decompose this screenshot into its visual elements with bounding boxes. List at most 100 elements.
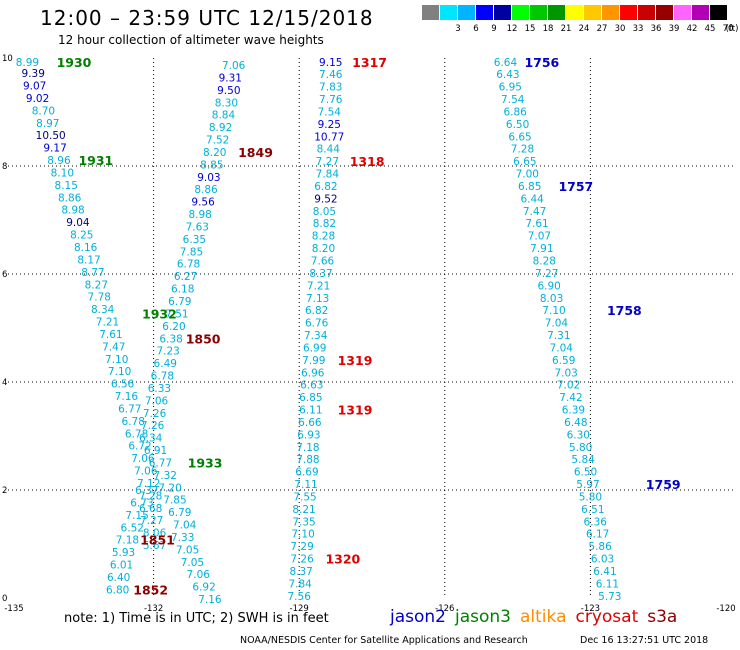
wave-height-value: 7.21 [307,280,330,292]
pass-time-label: 1758 [607,303,642,318]
wave-height-value: 8.25 [70,230,93,242]
wave-height-value: 7.16 [198,594,222,606]
satellite-name-s3a: s3a [647,607,678,627]
longitude-tick-label: -120 [716,604,735,614]
wave-height-value: 6.78 [125,428,148,440]
wave-height-value: 7.12 [137,478,160,490]
wave-height-value: 6.99 [303,342,326,354]
wave-height-value: 8.92 [209,122,232,134]
wave-height-value: 8.17 [77,254,100,266]
wave-height-value: 7.27 [316,156,339,168]
wave-height-value: 6.90 [537,280,560,292]
footnote: note: 1) Time is in UTC; 2) SWH is in fe… [64,611,329,626]
wave-height-value: 6.50 [574,467,597,479]
wave-height-value: 7.10 [108,366,131,378]
legend-tick-label: 45 [704,24,716,34]
pass-time-label: 1852 [133,582,168,597]
pass-time-label: 1759 [646,477,681,492]
wave-height-value: 7.03 [554,367,577,379]
wave-height-value: 7.26 [141,420,165,432]
legend-tick-label: 39 [668,24,680,34]
wave-height-value: 7.20 [158,482,181,494]
wave-height-value: 6.33 [148,383,171,395]
wave-height-value: 7.35 [292,516,315,528]
wave-height-value: 7.78 [88,292,111,304]
legend-swatch [494,5,511,20]
wave-height-value: 8.10 [51,167,74,179]
wave-height-value: 7.76 [319,94,343,106]
wave-height-value: 7.33 [171,532,194,544]
legend-swatch [620,5,637,20]
wave-height-value: 6.39 [562,405,585,417]
pass-time-label: 1318 [350,154,385,169]
wave-height-value: 7.51 [165,308,188,320]
wave-height-value: 5.93 [112,547,135,559]
wave-height-value: 8.37 [289,566,312,578]
wave-height-value: 8.05 [313,206,336,218]
wave-height-value: 8.16 [74,242,98,254]
wave-height-value: 6.64 [494,57,518,69]
wave-height-value: 7.91 [530,243,553,255]
wave-height-value: 7.06 [145,395,169,407]
latitude-tick-label: 10 [2,54,13,64]
wave-height-value: 6.63 [300,380,323,392]
wave-height-value: 7.99 [302,355,325,367]
wave-height-value: 8.28 [312,231,335,243]
wave-height-value: 6.78 [151,371,174,383]
wave-height-value: 6.68 [139,503,162,515]
longitude-tick-label: -132 [144,604,163,614]
wave-height-value: 6.82 [305,305,328,317]
legend-swatch [458,5,475,20]
legend-swatch [674,5,691,20]
wave-height-value: 6.37 [135,485,158,497]
wave-height-value: 8.77 [81,267,104,279]
wave-height-value: 5.84 [571,454,595,466]
wave-height-value: 6.85 [299,392,322,404]
legend-tick-label: 24 [578,24,590,34]
legend-swatch [656,5,673,20]
pass-time-label: 1850 [186,331,221,346]
wave-height-value: 8.15 [55,180,78,192]
wave-height-value: 5.67 [143,540,166,552]
longitude-tick-label: -129 [290,604,309,614]
latitude-tick-label: 6 [2,270,7,280]
wave-height-value: 7.84 [288,578,312,590]
wave-height-value: 7.28 [511,144,534,156]
wave-height-value: 6.79 [168,507,191,519]
wave-height-value: 8.44 [317,144,341,156]
generated-time: Dec 16 13:27:51 UTC 2018 [580,635,709,646]
wave-height-value: 7.84 [316,169,340,181]
latitude-tick-label: 4 [2,378,7,388]
legend-swatch [602,5,619,20]
wave-height-value: 7.55 [293,491,316,503]
legend-tick-label: 18 [542,24,554,34]
wave-height-value: 7.23 [156,346,179,358]
latitude-tick-label: 8 [2,162,7,172]
wave-height-value: 9.39 [22,68,45,80]
wave-height-value: 6.40 [107,572,130,584]
wave-height-value: 5.86 [588,541,612,553]
wave-height-value: 7.29 [290,541,313,553]
wave-height-value: 6.72 [128,441,151,453]
longitude-tick-label: -123 [581,604,600,614]
wave-height-value: 7.63 [186,221,209,233]
wave-height-value: 6.59 [552,355,575,367]
legend-tick-label: 33 [632,24,644,34]
wave-height-value: 8.28 [533,256,556,268]
wave-height-value: 7.27 [140,515,163,527]
wave-height-value: 6.76 [305,318,329,330]
wave-height-value: 7.10 [105,354,128,366]
wave-height-value: 8.86 [194,184,218,196]
legend-tick-label: 6 [473,24,479,34]
wave-height-value: 7.83 [319,82,342,94]
wave-height-value: 5.80 [579,491,602,503]
wave-height-value: 6.65 [513,156,536,168]
longitude-tick-label: -126 [435,604,454,614]
wave-height-value: 7.46 [319,69,343,81]
wave-height-value: 7.66 [311,256,335,268]
latitude-tick-label: 0 [2,594,7,604]
wave-height-value: 6.51 [581,504,604,516]
wave-height-value: 7.06 [222,60,246,72]
wave-height-value: 6.92 [192,582,215,594]
wave-height-value: 6.78 [177,259,200,271]
